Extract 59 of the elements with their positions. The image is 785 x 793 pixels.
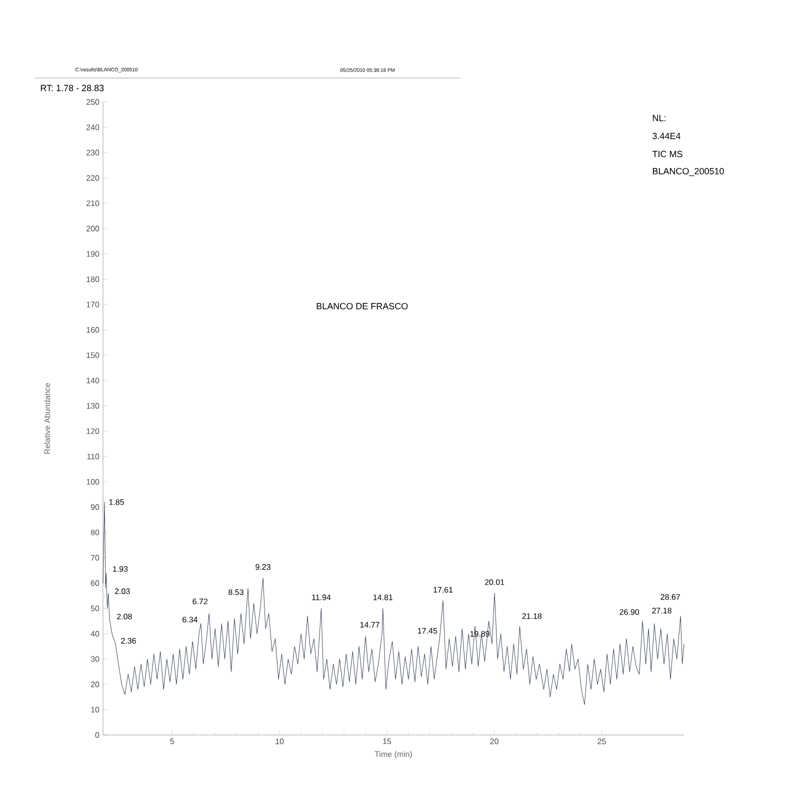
- annotation: 3.44E4: [652, 132, 680, 140]
- y-tick-label: 140: [86, 378, 100, 384]
- y-tick-label: 120: [86, 428, 100, 434]
- chart-subtitle: RT: 1.78 - 28.83: [40, 84, 104, 92]
- annotation: 20.01: [484, 579, 504, 586]
- annotation: 2.08: [117, 614, 132, 620]
- annotation: 6.72: [192, 598, 208, 604]
- y-tick-label: 240: [86, 124, 100, 130]
- annotation: 17.45: [418, 628, 438, 634]
- annotation: 1.93: [113, 566, 128, 572]
- y-axis-title: Relative Abundance: [44, 383, 50, 454]
- annotation: 27.18: [652, 608, 672, 614]
- annotation: TIC MS: [652, 150, 682, 158]
- y-tick-label: 70: [90, 554, 100, 561]
- y-tick-label: 0: [95, 732, 100, 738]
- y-tick-label: 40: [90, 630, 100, 637]
- y-tick-label: 20: [90, 682, 100, 688]
- annotation: 9.23: [256, 564, 270, 570]
- annotation: 21.18: [522, 613, 542, 619]
- y-tick-label: 210: [86, 200, 100, 206]
- y-tick-label: 230: [86, 150, 100, 156]
- annotation: 8.53: [228, 589, 244, 595]
- x-tick-label: 20: [490, 738, 498, 744]
- annotation: BLANCO_200510: [652, 168, 724, 176]
- y-tick-label: 110: [87, 454, 100, 460]
- y-tick-label: 170: [86, 302, 100, 308]
- x-tick-label: 5: [170, 738, 174, 744]
- y-tick-label: 180: [86, 276, 100, 282]
- y-tick-label: 60: [90, 580, 100, 586]
- y-tick-label: 160: [86, 327, 100, 333]
- y-tick-label: 190: [86, 251, 100, 257]
- x-axis-title: Time (min): [374, 751, 412, 759]
- annotation: 11.94: [312, 594, 331, 600]
- x-tick-label: 25: [598, 738, 606, 744]
- y-tick-label: 100: [86, 478, 100, 485]
- annotation: 2.36: [121, 638, 136, 644]
- y-tick-label: 10: [91, 706, 100, 713]
- y-tick-label: 200: [86, 226, 100, 232]
- y-tick-label: 130: [86, 403, 100, 409]
- y-tick-label: 30: [90, 656, 100, 662]
- y-tick-label: 90: [90, 504, 100, 510]
- annotation: 19.89: [470, 630, 490, 637]
- annotation: 26.90: [620, 609, 640, 615]
- annotation: 2.03: [114, 588, 130, 594]
- x-tick-label: 10: [276, 738, 284, 744]
- annotation: 1.85: [109, 499, 124, 505]
- y-tick-label: 80: [90, 530, 100, 536]
- annotation: NL:: [652, 114, 666, 122]
- annotation: 14.81: [373, 594, 392, 600]
- y-tick-label: 220: [86, 175, 100, 181]
- y-tick-label: 250: [86, 99, 100, 105]
- y-tick-label: 50: [90, 606, 100, 612]
- x-tick-label: 15: [383, 738, 392, 744]
- annotation: 17.61: [434, 586, 453, 593]
- annotation: 14.77: [360, 622, 380, 628]
- y-tick-label: 150: [86, 352, 100, 358]
- annotation: 28.67: [660, 594, 680, 600]
- text: BLANCO DE FRASCO: [316, 302, 408, 310]
- annotation: 6.34: [182, 616, 198, 622]
